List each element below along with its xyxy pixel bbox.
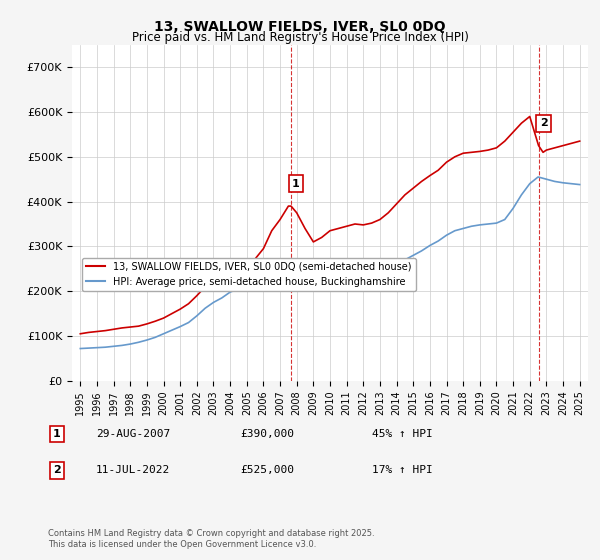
Text: 29-AUG-2007: 29-AUG-2007 <box>96 429 170 439</box>
Text: 2: 2 <box>539 118 547 128</box>
Text: £390,000: £390,000 <box>240 429 294 439</box>
Text: £525,000: £525,000 <box>240 465 294 475</box>
Legend: 13, SWALLOW FIELDS, IVER, SL0 0DQ (semi-detached house), HPI: Average price, sem: 13, SWALLOW FIELDS, IVER, SL0 0DQ (semi-… <box>82 258 416 291</box>
Text: Contains HM Land Registry data © Crown copyright and database right 2025.
This d: Contains HM Land Registry data © Crown c… <box>48 529 374 549</box>
Text: 45% ↑ HPI: 45% ↑ HPI <box>372 429 433 439</box>
Text: 1: 1 <box>53 429 61 439</box>
Text: 1: 1 <box>292 179 300 189</box>
Text: 2: 2 <box>53 465 61 475</box>
Text: 13, SWALLOW FIELDS, IVER, SL0 0DQ: 13, SWALLOW FIELDS, IVER, SL0 0DQ <box>154 20 446 34</box>
Text: 17% ↑ HPI: 17% ↑ HPI <box>372 465 433 475</box>
Text: 11-JUL-2022: 11-JUL-2022 <box>96 465 170 475</box>
Text: Price paid vs. HM Land Registry's House Price Index (HPI): Price paid vs. HM Land Registry's House … <box>131 31 469 44</box>
